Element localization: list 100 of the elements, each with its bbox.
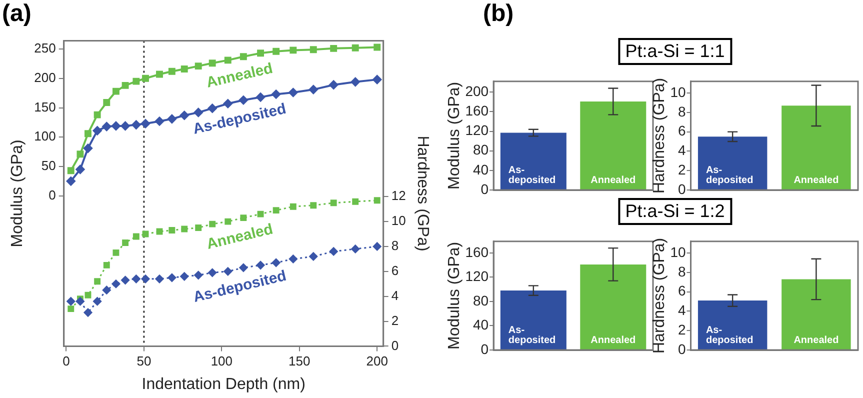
point (256, 260, 265, 270)
point (111, 121, 120, 130)
y-tick-label: 120 (465, 122, 489, 138)
point (180, 66, 188, 72)
point (372, 242, 382, 251)
point (350, 77, 360, 86)
text: Annealed (204, 60, 274, 92)
point (103, 98, 110, 106)
y-tick-label: 2 (678, 321, 686, 338)
point (374, 44, 381, 51)
point (67, 167, 74, 174)
y2-tick-label: 6 (391, 262, 399, 278)
point (194, 62, 202, 70)
point (310, 46, 317, 54)
text: (b) (483, 0, 514, 28)
point (180, 272, 189, 281)
y-tick-label: 6 (678, 282, 686, 299)
y-tick-label: 100 (34, 128, 56, 144)
x-tick-label: As-deposited (508, 165, 556, 186)
y-axis-title: Modulus (GPa) (446, 82, 464, 190)
point (112, 88, 120, 95)
y-tick-label: 0 (48, 187, 56, 202)
point (256, 92, 266, 102)
point (330, 44, 338, 52)
point (132, 78, 140, 85)
point (309, 252, 318, 261)
point (167, 114, 176, 124)
x-tick-label: As-deposited (508, 325, 556, 346)
point (94, 111, 101, 118)
point (156, 228, 163, 235)
point (240, 53, 247, 60)
point (168, 273, 176, 282)
point (168, 227, 176, 234)
point (154, 116, 164, 126)
point (195, 224, 202, 232)
point (94, 278, 101, 285)
y-axis-title: Hardness (GPa) (651, 238, 668, 354)
point (290, 46, 297, 54)
y2-axis-title: Hardness (GPa) (414, 136, 431, 252)
point (329, 247, 338, 256)
point (290, 203, 296, 210)
y-tick-label: 6 (678, 122, 686, 139)
point (372, 75, 382, 84)
point (76, 150, 84, 158)
point (351, 244, 360, 254)
y2-tick-label: 12 (391, 188, 406, 204)
point (257, 50, 264, 57)
x-tick-label: Annealed (794, 335, 839, 346)
y-tick-label: 10 (670, 244, 686, 260)
point (68, 306, 74, 312)
point (66, 176, 76, 186)
point (120, 121, 130, 130)
point (84, 130, 92, 138)
x-tick-label: 100 (210, 354, 233, 369)
y-tick-label: 200 (34, 70, 56, 85)
point (102, 122, 112, 132)
point (168, 68, 176, 75)
y-axis-title: Hardness (GPa) (651, 78, 668, 194)
point (132, 274, 140, 284)
point (84, 308, 92, 317)
y-tick-label: 10 (670, 84, 686, 100)
point (272, 258, 280, 267)
point (374, 197, 380, 204)
y-tick-label: 120 (465, 268, 489, 284)
point (352, 44, 359, 52)
point (288, 254, 298, 264)
point (103, 262, 110, 268)
x-axis-title: Indentation Depth (nm) (142, 376, 306, 393)
y-tick-label: 2 (678, 161, 686, 178)
x-tick-label: 200 (366, 354, 388, 369)
x-tick-label: Annealed (590, 335, 636, 346)
point (272, 207, 280, 214)
point (352, 198, 359, 205)
y2-tick-label: 8 (391, 238, 399, 254)
point (155, 274, 164, 284)
point (330, 200, 337, 206)
point (156, 70, 163, 78)
point (142, 74, 149, 82)
y-tick-label: 200 (465, 83, 489, 100)
point (141, 274, 150, 284)
point (310, 202, 317, 209)
y-tick-label: 8 (678, 263, 686, 280)
x-tick-label: As-deposited (706, 325, 754, 346)
y2-tick-label: 10 (391, 213, 406, 228)
x-tick-label: Annealed (794, 175, 839, 186)
x-tick-label: 0 (62, 354, 70, 369)
y-axis-title: Modulus (GPa) (9, 140, 26, 248)
point (257, 210, 264, 218)
text: (a) (2, 0, 32, 28)
point (84, 292, 92, 298)
y2-tick-label: 4 (391, 288, 399, 303)
x-tick-label: Annealed (590, 175, 636, 186)
point (112, 280, 120, 288)
y-tick-label: 40 (472, 316, 489, 333)
y-tick-label: 80 (472, 142, 489, 158)
y-tick-label: 8 (678, 103, 686, 120)
point (288, 88, 298, 97)
x-tick-label: 150 (288, 354, 310, 369)
point (272, 48, 280, 55)
point (122, 240, 129, 246)
